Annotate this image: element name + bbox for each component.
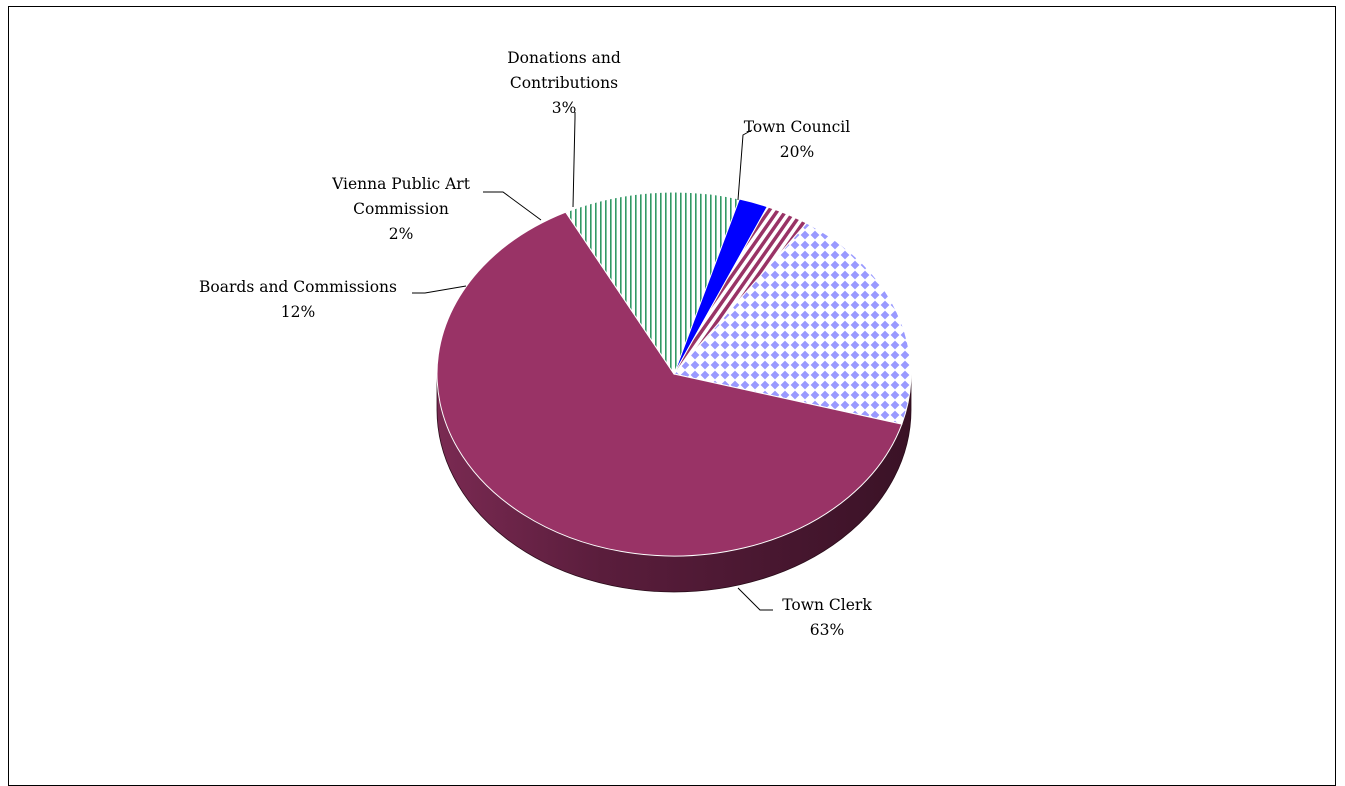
- data-label-category: Contributions: [510, 74, 618, 92]
- data-label-percent: 12%: [281, 303, 315, 321]
- pie-slice-2: [436, 211, 903, 557]
- pie-slice-1: [673, 222, 912, 425]
- data-label-percent: 2%: [389, 225, 414, 243]
- data-label-category: Commission: [353, 200, 449, 218]
- pie-slices: [436, 191, 912, 557]
- leader-line-4: [483, 191, 542, 221]
- data-label-category: Donations and: [507, 49, 621, 67]
- pie-slice-5: [673, 206, 808, 375]
- leader-line-3: [412, 285, 467, 294]
- data-label-category: Town Council: [744, 118, 850, 136]
- data-label-5: Donations and Contributions 3%: [507, 49, 621, 117]
- data-label-4: Vienna Public Art Commission 2%: [331, 175, 471, 243]
- data-label-3: Boards and Commissions 12%: [199, 278, 397, 321]
- data-label-category: Boards and Commissions: [199, 278, 397, 296]
- data-label-category: Town Clerk: [782, 596, 872, 614]
- data-label-percent: 3%: [552, 99, 577, 117]
- leader-line-1: [737, 129, 753, 201]
- data-labels: Town Council 20% Town Clerk 63% Boards and C…: [199, 49, 872, 639]
- leader-line-5: [572, 112, 576, 208]
- pie-slice-3: [564, 191, 740, 376]
- data-label-percent: 20%: [780, 143, 814, 161]
- data-label-2: Town Clerk 63%: [782, 596, 872, 639]
- leader-lines: [412, 112, 773, 611]
- data-label-percent: 63%: [810, 621, 844, 639]
- data-label-category: Vienna Public Art: [331, 175, 471, 193]
- data-label-1: Town Council 20%: [744, 118, 850, 161]
- leader-line-2: [737, 587, 773, 611]
